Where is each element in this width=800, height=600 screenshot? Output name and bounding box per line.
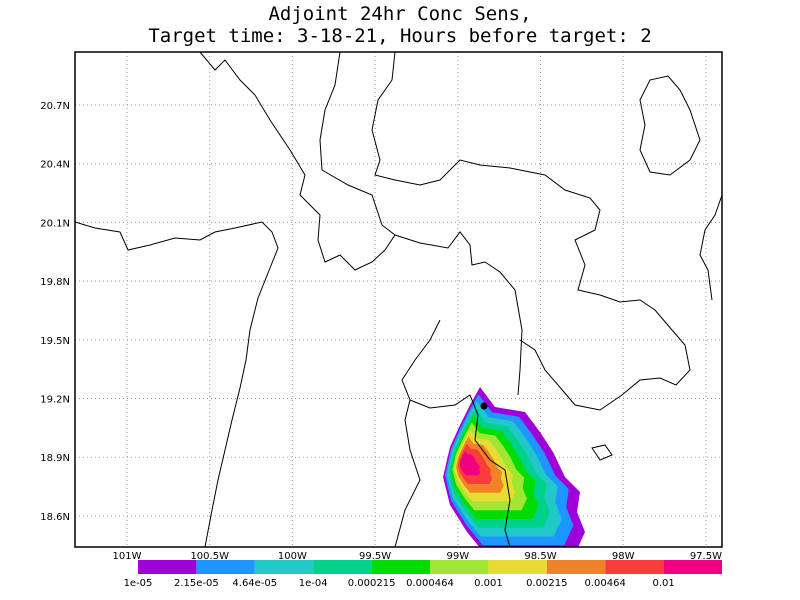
contour-band (459, 450, 481, 476)
boundary (699, 194, 722, 301)
boundary (319, 52, 396, 236)
colorbar-label: 2.15e-05 (174, 578, 219, 589)
colorbar-box (488, 560, 547, 574)
colorbar-box (196, 560, 255, 574)
lat-label: 18.9N (40, 453, 70, 464)
lat-label: 20.1N (40, 218, 70, 229)
lat-label: 18.6N (40, 512, 70, 523)
colorbar-box (430, 560, 489, 574)
lon-label: 98.5W (524, 551, 556, 562)
colorbar: 1e-05 2.15e-05 4.64e-05 1e-04 0.000215 0.0004… (124, 560, 722, 589)
colorbar-box (546, 560, 606, 574)
boundary (371, 52, 691, 411)
boundary (409, 394, 511, 547)
sensitivity-plume (443, 387, 585, 547)
colorbar-box (371, 560, 430, 574)
lon-label: 100W (278, 551, 307, 562)
colorbar-box (605, 560, 664, 574)
colorbar-box (313, 560, 372, 574)
colorbar-box (138, 560, 197, 574)
colorbar-label: 0.000464 (406, 578, 454, 589)
boundary (199, 52, 523, 396)
boundaries (75, 52, 722, 547)
colorbar-box (663, 560, 722, 574)
lat-label: 19.5N (40, 336, 70, 347)
colorbar-label: 0.01 (652, 578, 674, 589)
boundary (394, 319, 441, 547)
boundary (639, 75, 701, 176)
lon-label: 99W (446, 551, 469, 562)
boundary (591, 444, 613, 461)
colorbar-label: 0.00215 (526, 578, 567, 589)
colorbar-label: 0.00464 (585, 578, 626, 589)
colorbar-label: 0.001 (474, 578, 503, 589)
lon-label: 99.5W (359, 551, 391, 562)
colorbar-label: 1e-05 (124, 578, 153, 589)
lat-label: 19.2N (40, 395, 70, 406)
lon-label: 100.5W (190, 551, 229, 562)
boundary (75, 221, 279, 547)
title-line: Target time: 3-18-21, Hours before targe… (148, 25, 651, 47)
colorbar-label: 1e-04 (299, 578, 328, 589)
graticule: 20.7N 20.4N 20.1N 19.8N 19.5N 19.2N 18.9N 18.6N… (40, 52, 722, 562)
lat-label: 20.4N (40, 160, 70, 171)
colorbar-box (254, 560, 314, 574)
lat-label: 19.8N (40, 277, 70, 288)
lon-label: 98W (612, 551, 635, 562)
lon-label: 101W (113, 551, 142, 562)
lon-label: 97.5W (690, 551, 722, 562)
lat-label: 20.7N (40, 101, 70, 112)
target-point (480, 402, 488, 410)
title-line: Adjoint 24hr Conc Sens, (268, 3, 531, 25)
colorbar-label: 4.64e-05 (232, 578, 277, 589)
map-frame (74, 51, 723, 548)
colorbar-label: 0.000215 (348, 578, 396, 589)
